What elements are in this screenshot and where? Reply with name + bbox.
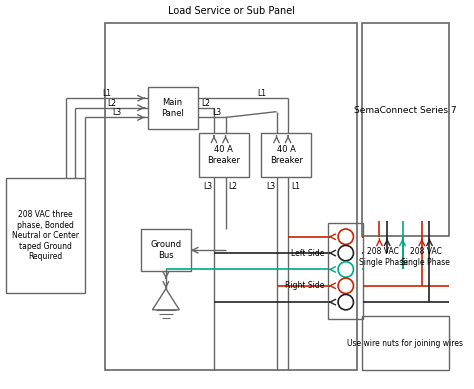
Bar [141, 229, 191, 272]
Bar [105, 23, 357, 370]
Text: SemaConnect Series 7: SemaConnect Series 7 [354, 106, 457, 115]
Text: L3: L3 [266, 182, 275, 191]
Text: Main
Panel: Main Panel [161, 98, 184, 117]
Text: L3: L3 [204, 182, 213, 191]
Text: 208 VAC three
phase, Bonded
Neutral or Center
taped Ground
Required: 208 VAC three phase, Bonded Neutral or C… [12, 210, 79, 261]
Bar [199, 133, 249, 177]
Text: 208 VAC
Single Phase: 208 VAC Single Phase [359, 247, 408, 266]
Bar [362, 315, 449, 370]
Bar [328, 223, 363, 319]
Text: Use wire nuts for joining wires: Use wire nuts for joining wires [347, 338, 464, 347]
Text: L1: L1 [102, 89, 111, 98]
Text: L2: L2 [201, 98, 210, 107]
Text: 40 A
Breaker: 40 A Breaker [270, 145, 302, 165]
Text: L2: L2 [229, 182, 238, 191]
Bar [362, 23, 449, 236]
Text: Right Side: Right Side [285, 281, 325, 290]
Text: L1: L1 [291, 182, 300, 191]
Text: 208 VAC
Single Phase: 208 VAC Single Phase [401, 247, 450, 266]
Text: Left Side: Left Side [291, 249, 325, 258]
Text: L3: L3 [212, 108, 221, 117]
Bar [6, 178, 85, 293]
Bar [261, 133, 311, 177]
Bar [147, 87, 198, 129]
Text: Ground
Bus: Ground Bus [150, 240, 182, 260]
Text: Load Service or Sub Panel: Load Service or Sub Panel [168, 7, 295, 16]
Text: L1: L1 [257, 89, 266, 98]
Text: L2: L2 [107, 98, 116, 107]
Text: L3: L3 [112, 108, 121, 117]
Text: 40 A
Breaker: 40 A Breaker [207, 145, 240, 165]
